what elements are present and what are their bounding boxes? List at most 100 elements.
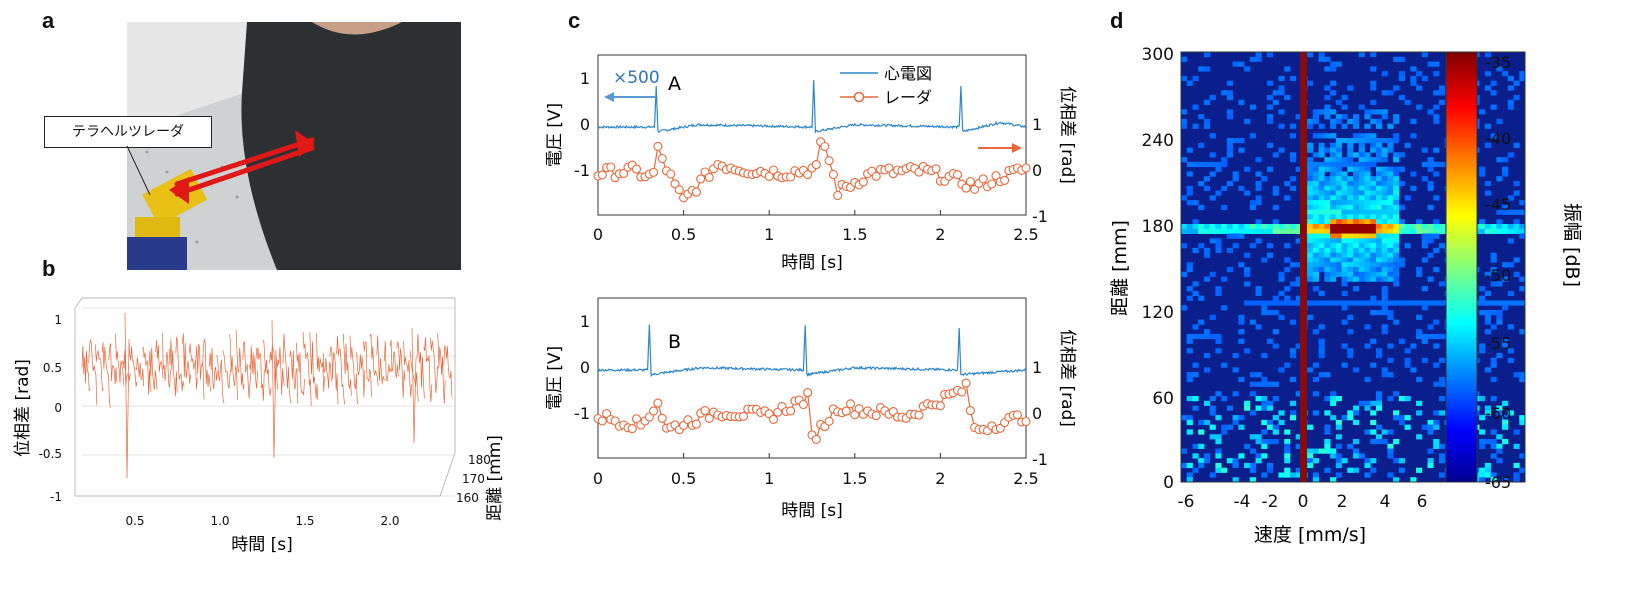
heatmap-cell — [1507, 195, 1514, 201]
heatmap-cell — [1370, 233, 1377, 239]
heatmap-cell — [1490, 257, 1497, 263]
heatmap-cell — [1284, 286, 1291, 292]
heatmap-cell — [1318, 267, 1325, 273]
heatmap-cell — [1347, 190, 1354, 196]
heatmap-cell — [1433, 443, 1440, 449]
heatmap-cell — [1433, 267, 1440, 273]
heatmap-cell — [1289, 281, 1297, 287]
heatmap-cell — [1364, 472, 1371, 478]
heatmap-cell — [1335, 200, 1342, 206]
heatmap-cell — [1284, 362, 1291, 368]
heatmap-cell — [1232, 419, 1239, 426]
phase-trace — [255, 347, 265, 401]
radar-marker — [1021, 416, 1031, 427]
heatmap-cell — [1364, 176, 1371, 182]
heatmap-cell — [1335, 157, 1342, 163]
radar-marker — [704, 172, 714, 182]
heatmap-cell — [1381, 238, 1388, 244]
heatmap-cell — [1312, 276, 1319, 282]
heatmap-cell — [1416, 267, 1423, 273]
heatmap-cell — [1398, 56, 1405, 62]
heatmap-cell — [1353, 185, 1360, 191]
heatmap-cell — [1307, 462, 1314, 469]
heatmap-cell — [1387, 181, 1394, 187]
heatmap-cell — [1364, 157, 1371, 163]
heatmap-cell — [1181, 157, 1188, 163]
heatmap-cell — [1393, 118, 1400, 125]
heatmap-cell — [1393, 114, 1400, 120]
heatmap-cell — [1439, 443, 1446, 449]
heatmap-cell — [1324, 439, 1331, 445]
heatmap-cell — [1416, 333, 1423, 340]
heatmap-cell — [1289, 400, 1297, 406]
heatmap-cell — [1232, 367, 1239, 373]
heatmap-cell — [1427, 424, 1434, 430]
heatmap-cell — [1479, 300, 1486, 306]
heatmap-cell — [1261, 443, 1268, 449]
heatmap-cell — [1284, 295, 1291, 301]
c-bot-xtick: 2 — [935, 469, 945, 488]
heatmap-cell — [1186, 333, 1193, 340]
heatmap-cell — [1232, 353, 1239, 359]
heatmap-cell — [1353, 214, 1360, 220]
heatmap-cell — [1496, 228, 1503, 234]
heatmap-cell — [1278, 472, 1285, 478]
heatmap-cell — [1358, 52, 1365, 58]
heatmap-cell — [1507, 85, 1514, 91]
heatmap-cell — [1186, 419, 1193, 426]
heatmap-cell — [1318, 372, 1325, 378]
heatmap-cell — [1427, 61, 1434, 67]
heatmap-cell — [1433, 228, 1440, 234]
heatmap-cell — [1375, 152, 1383, 158]
radar-marker — [871, 411, 881, 421]
heatmap-cell — [1387, 396, 1394, 402]
heatmap-cell — [1324, 424, 1331, 430]
heatmap-cell — [1358, 195, 1365, 201]
heatmap-cell — [1307, 52, 1314, 58]
heatmap-cell — [1490, 224, 1497, 230]
heatmap-cell — [1312, 243, 1319, 249]
heatmap-cell — [1186, 472, 1193, 478]
phase-trace — [208, 348, 218, 390]
phase-trace — [436, 333, 446, 404]
heatmap-cell — [1381, 262, 1388, 268]
heatmap-cell — [1192, 75, 1199, 82]
heatmap-cell — [1490, 453, 1497, 459]
c-top-left-tick: 0 — [580, 115, 590, 134]
heatmap-cell — [1370, 99, 1377, 105]
heatmap-cell — [1484, 439, 1491, 445]
heatmap-cell — [1347, 204, 1354, 211]
heatmap-cell — [1381, 429, 1388, 435]
heatmap-cell — [1387, 171, 1394, 177]
heatmap-cell — [1398, 224, 1405, 230]
heatmap-cell — [1370, 262, 1377, 268]
heatmap-cell — [1324, 300, 1331, 306]
heatmap-cell — [1404, 142, 1411, 148]
heatmap-cell — [1375, 267, 1383, 273]
heatmap-cell — [1370, 410, 1377, 416]
heatmap-cell — [1249, 319, 1256, 325]
b-zlabel: 距離 [mm] — [485, 435, 505, 521]
heartbeat-spike — [411, 327, 417, 444]
heatmap-cell — [1479, 472, 1486, 478]
heatmap-cell — [1181, 195, 1188, 201]
heatmap-cell — [1484, 367, 1491, 373]
heatmap-cell — [1358, 204, 1365, 211]
heatmap-cell — [1324, 467, 1331, 473]
heatmap-cell — [1330, 66, 1337, 72]
heatmap-cell — [1358, 238, 1365, 244]
heatmap-cell — [1416, 467, 1423, 473]
heatmap-cell — [1341, 219, 1348, 225]
heatmap-cell — [1335, 458, 1342, 464]
heatmap-cell — [1244, 400, 1251, 406]
b-xtick: 1.0 — [210, 514, 229, 528]
heatmap-cell — [1433, 333, 1440, 340]
heatmap-cell — [1312, 109, 1319, 115]
c-bot-right-tick: 0 — [1032, 404, 1042, 423]
heatmap-cell — [1353, 247, 1360, 254]
heatmap-cell — [1427, 300, 1434, 306]
heatmap-cell — [1439, 228, 1446, 234]
heatmap-cell — [1370, 224, 1377, 230]
zero-velocity-line — [1300, 52, 1307, 482]
c-top-xlabel: 時間 [s] — [781, 253, 843, 273]
